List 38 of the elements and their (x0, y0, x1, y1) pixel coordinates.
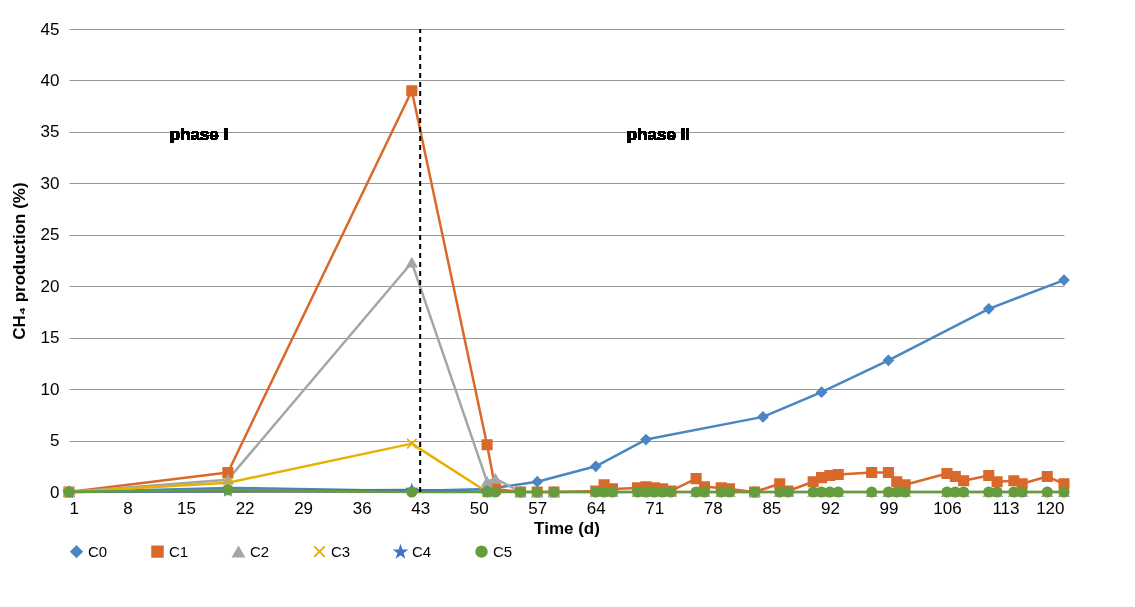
x-tick-label: 92 (820, 498, 840, 518)
y-axis-title: CH₄ production (%) (9, 182, 29, 340)
y-tick-label: 25 (40, 225, 60, 245)
x-tick-label: 71 (645, 498, 665, 518)
x-tick-label: 1 (69, 498, 79, 518)
legend-label: C4 (412, 543, 432, 561)
legend-label: C3 (331, 542, 351, 560)
legend-label: C2 (250, 542, 270, 560)
y-tick-label: 10 (40, 379, 60, 399)
x-axis-title: Time (d) (534, 518, 600, 538)
y-tick-label: 0 (50, 482, 60, 502)
annotation: phase I (169, 125, 229, 145)
legend-label: C0 (88, 542, 108, 560)
y-tick-label: 15 (40, 328, 60, 348)
y-tick-label: 35 (40, 122, 60, 142)
y-tick-label: 5 (50, 431, 60, 451)
y-tick-label: 20 (40, 276, 60, 296)
x-tick-label: 99 (879, 498, 899, 518)
y-tick-label: 40 (40, 70, 60, 90)
x-tick-label: 106 (933, 498, 962, 518)
legend-label: C5 (493, 542, 513, 560)
x-tick-label: 15 (177, 498, 197, 518)
x-tick-label: 57 (528, 498, 548, 518)
x-tick-label: 85 (762, 498, 782, 518)
legend-label: C1 (169, 542, 189, 560)
x-tick-label: 50 (469, 498, 489, 518)
x-tick-label: 8 (123, 498, 133, 518)
x-tick-label: 64 (586, 498, 606, 518)
x-tick-label: 43 (411, 498, 431, 518)
x-tick-label: 78 (703, 498, 723, 518)
y-tick-label: 45 (40, 19, 60, 39)
x-tick-label: 120 (1036, 498, 1065, 518)
annotation: phase II (626, 125, 691, 145)
x-tick-label: 113 (992, 498, 1020, 518)
y-tick-label: 30 (40, 173, 60, 193)
x-tick-label: 36 (352, 498, 372, 518)
x-tick-label: 29 (294, 498, 314, 518)
x-tick-label: 22 (235, 498, 255, 518)
